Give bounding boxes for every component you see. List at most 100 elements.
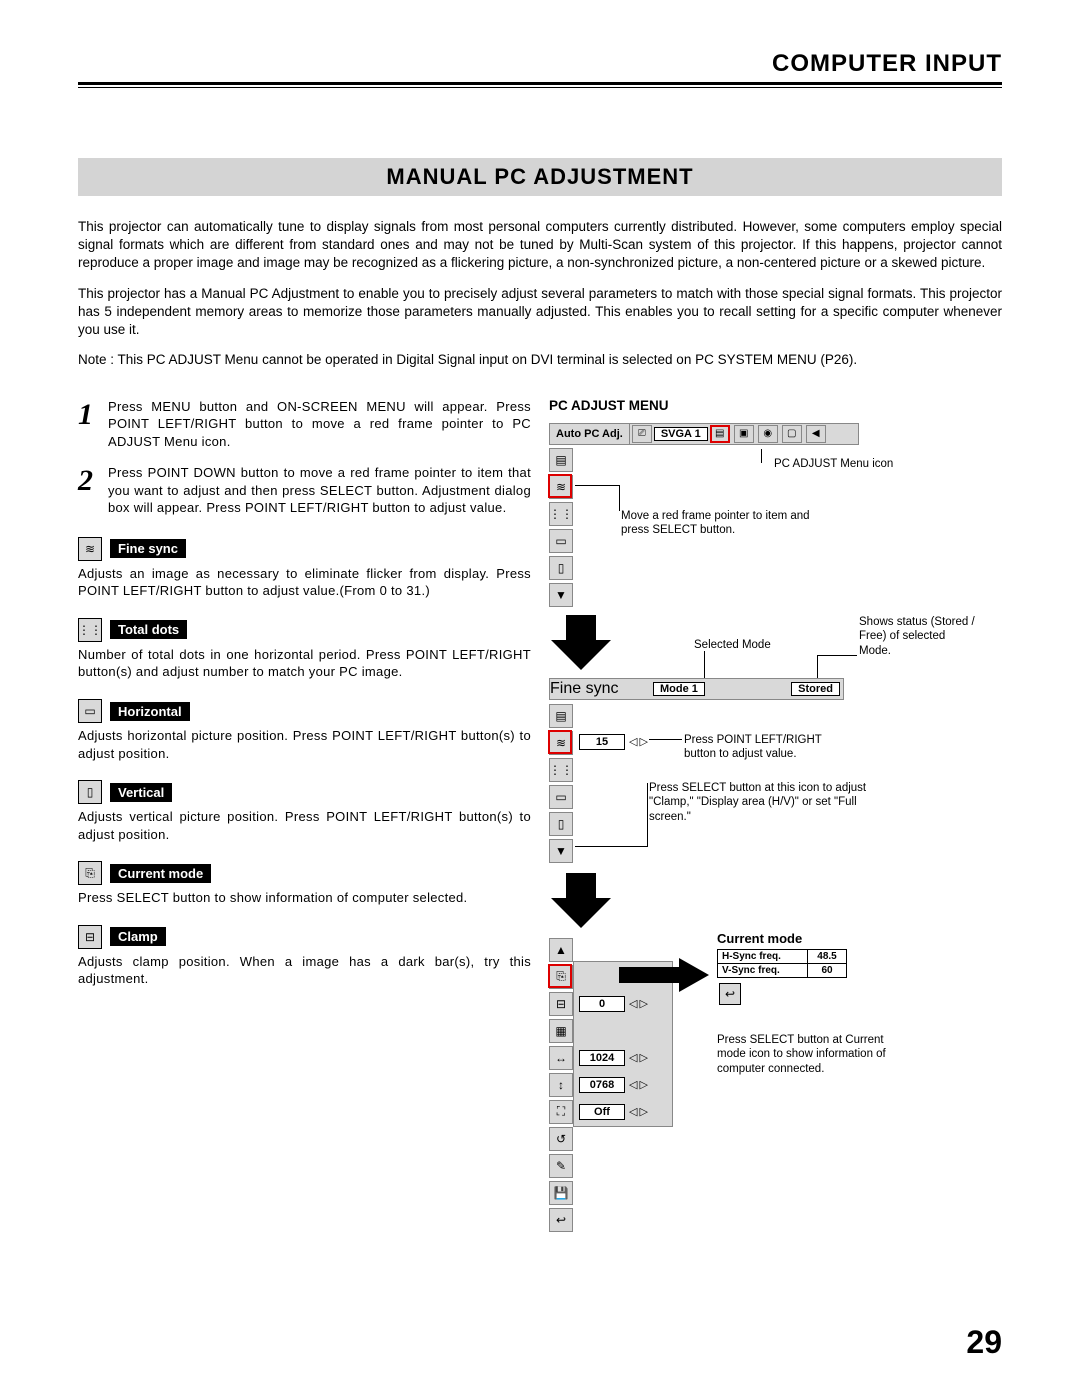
pc-adjust-menu-title: PC ADJUST MENU <box>549 398 1002 413</box>
callout-move: Move a red frame pointer to item and pre… <box>621 509 831 539</box>
step-1: 1 Press MENU button and ON-SCREEN MENU w… <box>78 398 531 451</box>
page-number: 29 <box>966 1324 1002 1361</box>
value-15: 15 <box>579 734 625 750</box>
total-dots-icon: ⋮⋮ <box>78 618 102 642</box>
callout-status: Shows status (Stored / Free) of selected… <box>859 615 979 660</box>
adj-desc: Number of total dots in one horizontal p… <box>78 646 531 681</box>
horizontal-side-icon2: ▭ <box>549 785 573 809</box>
intro-para-2: This projector has a Manual PC Adjustmen… <box>78 285 1002 340</box>
section-title: MANUAL PC ADJUSTMENT <box>386 164 693 190</box>
screen-icon: ◉ <box>758 425 778 443</box>
adj-label: Total dots <box>110 620 187 639</box>
area-v-icon3: ↕ <box>549 1073 573 1097</box>
vertical-icon: ▯ <box>78 780 102 804</box>
clamp-icon: ⊟ <box>78 925 102 949</box>
step-text-2: Press POINT DOWN button to move a red fr… <box>108 464 531 517</box>
quit-mini-icon: ↩ <box>719 983 741 1005</box>
up-arrow-icon3: ▲ <box>549 938 573 962</box>
adj-desc: Adjusts horizontal picture position. Pre… <box>78 727 531 762</box>
store-icon3: 💾 <box>549 1181 573 1205</box>
bar2-mode: Mode 1 <box>653 682 705 696</box>
adj-fine-sync: ≋ Fine sync Adjusts an image as necessar… <box>78 537 531 600</box>
bar2-name: Fine sync <box>550 680 650 698</box>
bar2-status: Stored <box>791 682 840 696</box>
horizontal-icon: ▭ <box>78 699 102 723</box>
pc-adjust-icon: ▤ <box>710 425 730 443</box>
adj-desc: Adjusts clamp position. When a image has… <box>78 953 531 988</box>
side-icons-2: ▤ ≋ ⋮⋮ ▭ ▯ ▼ <box>549 704 573 863</box>
right-arrow <box>619 958 709 997</box>
callout-lr: Press POINT LEFT/RIGHT button to adjust … <box>684 733 854 763</box>
menu-bar-label: Auto PC Adj. <box>550 428 629 440</box>
adj-desc: Adjusts vertical picture position. Press… <box>78 808 531 843</box>
current-mode-table: H-Sync freq.48.5 V-Sync freq.60 <box>717 949 847 978</box>
side-icons-3: ▲ ⎘ ⊟ ▦ ↔ ↕ ⛶ ↺ ✎ 💾 ↩ <box>549 938 573 1232</box>
page-header: COMPUTER INPUT <box>78 50 1002 78</box>
adj-label: Current mode <box>110 864 211 883</box>
cm-k1: H-Sync freq. <box>718 950 808 964</box>
adj-label: Horizontal <box>110 702 190 721</box>
adj-label: Clamp <box>110 927 166 946</box>
adj-vertical: ▯ Vertical Adjusts vertical picture posi… <box>78 780 531 843</box>
area-h-icon3: ↔ <box>549 1046 573 1070</box>
val-area-h: 1024 <box>579 1050 625 1066</box>
clamp-icon3: ⊟ <box>549 992 573 1016</box>
image-icon: ▣ <box>734 425 754 443</box>
header-rule <box>78 82 1002 88</box>
current-mode-icon: ⎘ <box>78 861 102 885</box>
step-2: 2 Press POINT DOWN button to move a red … <box>78 464 531 517</box>
quit-icon3: ↩ <box>549 1208 573 1232</box>
auto-icon: ▤ <box>549 448 573 472</box>
lr-arrows: ◁▷ <box>629 735 650 748</box>
val-clamp: 0 <box>579 996 625 1012</box>
cm-k2: V-Sync freq. <box>718 964 808 977</box>
arrow-icon: ◀ <box>806 425 826 443</box>
full-screen-icon3: ⛶ <box>549 1100 573 1124</box>
callout-menu-icon: PC ADJUST Menu icon <box>774 457 893 472</box>
current-mode-icon3: ⎘ <box>549 965 573 989</box>
setting-icon: ▢ <box>782 425 802 443</box>
adj-current-mode: ⎘ Current mode Press SELECT button to sh… <box>78 861 531 907</box>
callout-select-icon: Press SELECT button at this icon to adju… <box>649 781 869 826</box>
adj-horizontal: ▭ Horizontal Adjusts horizontal picture … <box>78 699 531 762</box>
current-mode-title: Current mode <box>717 931 802 948</box>
adj-label: Vertical <box>110 783 172 802</box>
display-area-icon3: ▦ <box>549 1019 573 1043</box>
fine-sync-side-icon2: ≋ <box>549 731 573 755</box>
total-dots-side-icon: ⋮⋮ <box>549 502 573 526</box>
input-icon: ⎚ <box>632 425 652 443</box>
intro-para-1: This projector can automatically tune to… <box>78 218 1002 273</box>
vertical-side-icon2: ▯ <box>549 812 573 836</box>
down-arrow-icon2: ▼ <box>549 839 573 863</box>
step-text-1: Press MENU button and ON-SCREEN MENU wil… <box>108 398 531 451</box>
callout-cm: Press SELECT button at Current mode icon… <box>717 1033 887 1078</box>
cm-v2: 60 <box>808 964 846 977</box>
menu-bar-top: Auto PC Adj. ⎚ SVGA 1 ▤ ▣ ◉ ▢ ◀ <box>549 423 859 445</box>
menu-bar-2: Fine sync Mode 1 Stored <box>549 678 844 700</box>
adj-desc: Press SELECT button to show information … <box>78 889 531 907</box>
vertical-side-icon: ▯ <box>549 556 573 580</box>
down-arrow-icon: ▼ <box>549 583 573 607</box>
cm-v1: 48.5 <box>808 950 846 964</box>
fine-sync-side-icon: ≋ <box>549 475 573 499</box>
total-dots-side-icon2: ⋮⋮ <box>549 758 573 782</box>
diagram: Auto PC Adj. ⎚ SVGA 1 ▤ ▣ ◉ ▢ ◀ ▤ ≋ ⋮⋮ <box>549 423 1002 1253</box>
step-num-2: 2 <box>78 464 108 517</box>
auto-icon2: ▤ <box>549 704 573 728</box>
callout-selected-mode: Selected Mode <box>694 638 771 653</box>
reset-icon3: ↺ <box>549 1127 573 1151</box>
adj-clamp: ⊟ Clamp Adjusts clamp position. When a i… <box>78 925 531 988</box>
horizontal-side-icon: ▭ <box>549 529 573 553</box>
free-icon3: ✎ <box>549 1154 573 1178</box>
big-down-arrow-2 <box>551 873 611 923</box>
fine-sync-icon: ≋ <box>78 537 102 561</box>
adj-label: Fine sync <box>110 539 186 558</box>
big-down-arrow-1 <box>551 615 611 665</box>
adj-desc: Adjusts an image as necessary to elimina… <box>78 565 531 600</box>
note: Note : This PC ADJUST Menu cannot be ope… <box>78 351 1002 369</box>
val-full: Off <box>579 1104 625 1120</box>
system-box: SVGA 1 <box>654 427 708 441</box>
section-band: MANUAL PC ADJUSTMENT <box>78 158 1002 196</box>
adj-total-dots: ⋮⋮ Total dots Number of total dots in on… <box>78 618 531 681</box>
val-area-v: 0768 <box>579 1077 625 1093</box>
